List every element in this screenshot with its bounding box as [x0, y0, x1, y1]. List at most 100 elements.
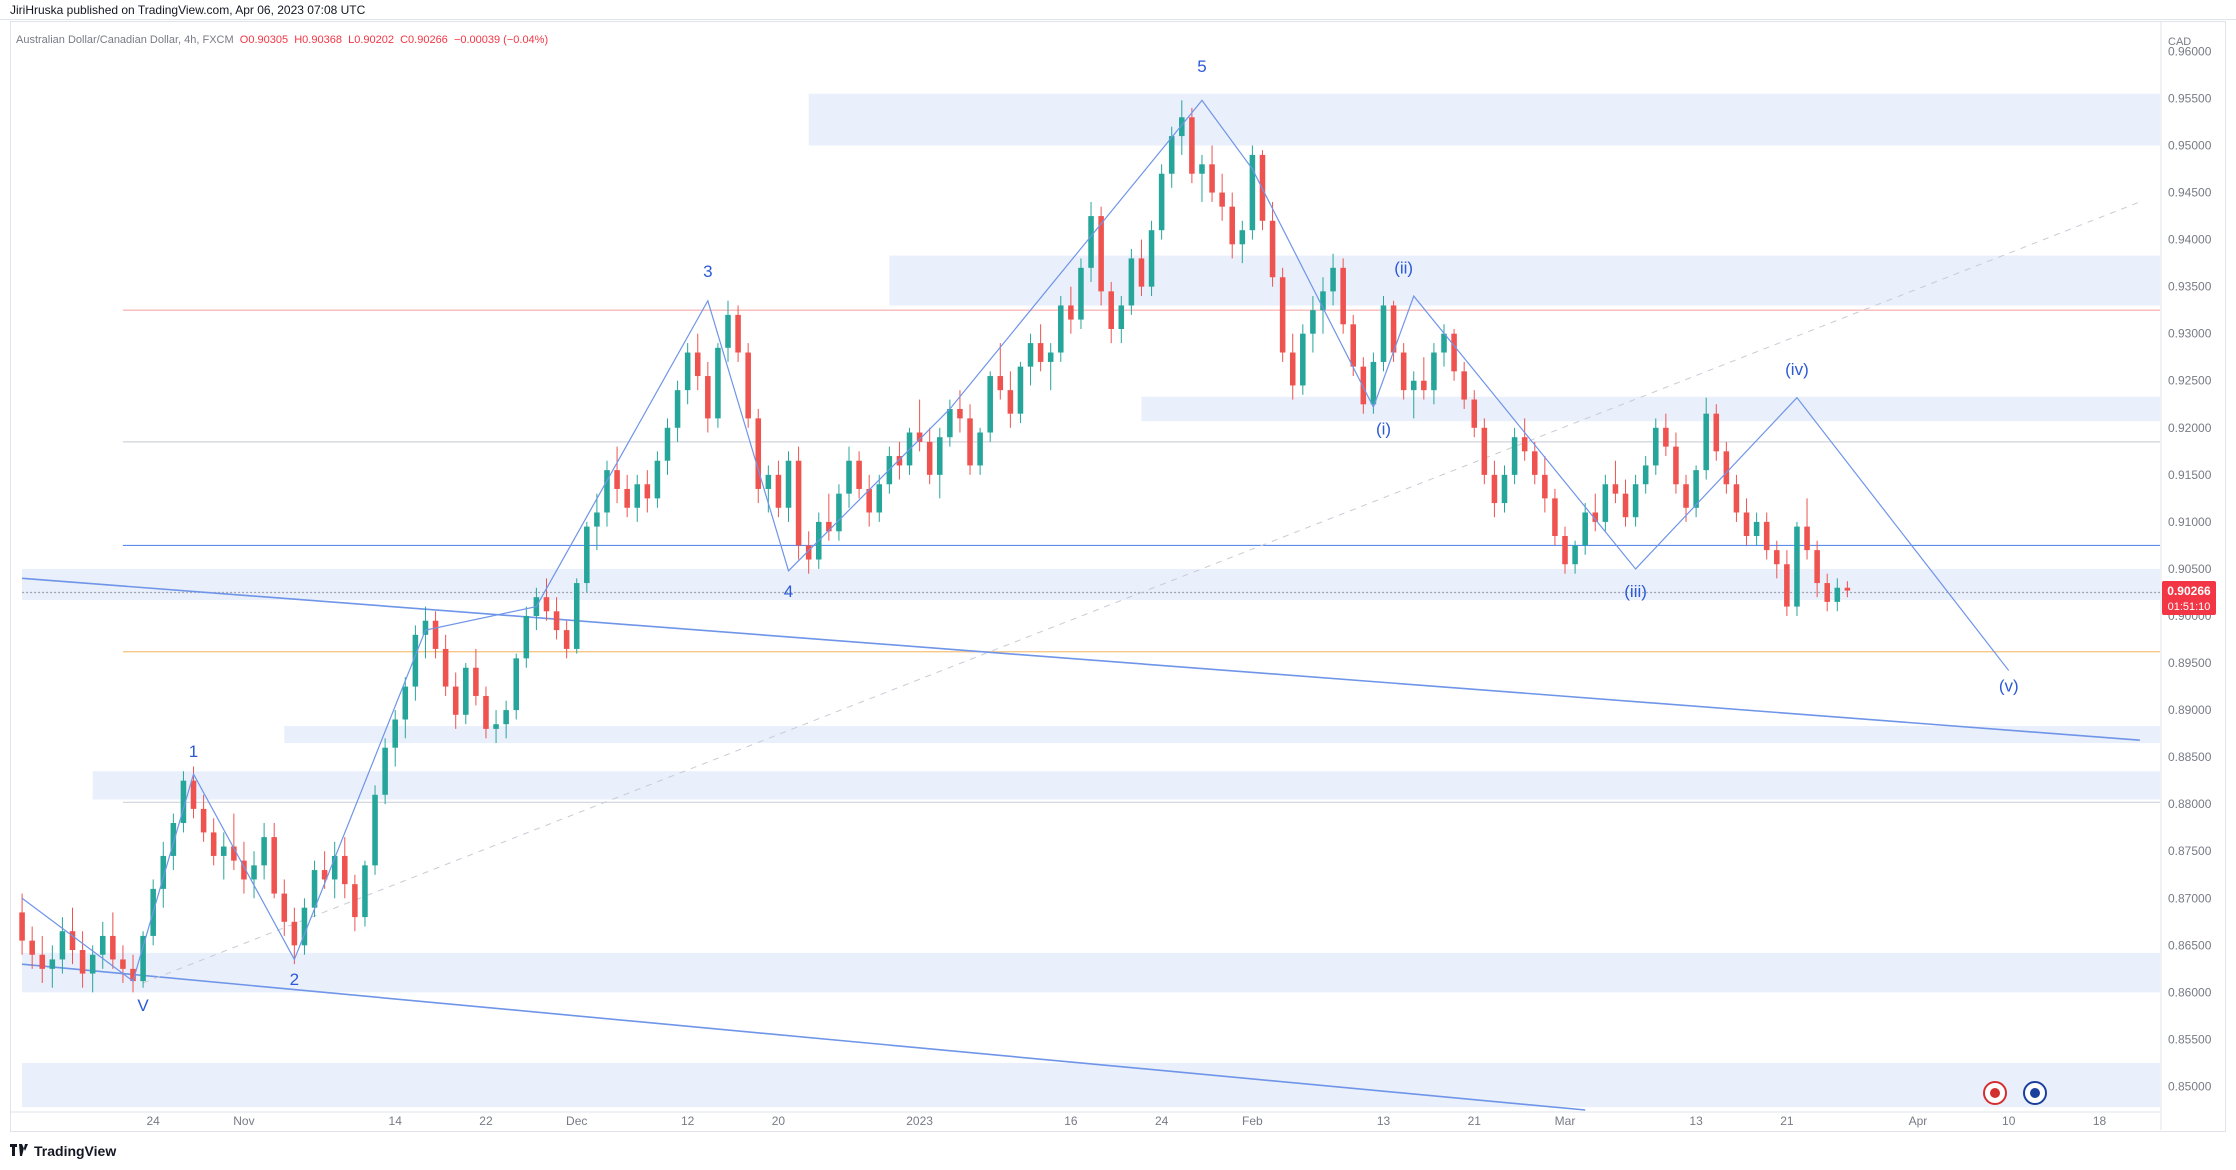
candle-body	[553, 611, 560, 631]
candle-body	[634, 484, 641, 508]
candle	[543, 578, 550, 621]
candle	[372, 785, 378, 875]
candle	[1481, 418, 1488, 485]
time-tick-label: Nov	[233, 1114, 254, 1128]
candle	[513, 653, 519, 720]
candle-body	[1068, 305, 1074, 320]
candle	[301, 898, 308, 955]
candle-body	[1552, 498, 1558, 537]
candle	[221, 832, 227, 880]
candle	[1804, 498, 1810, 560]
candle	[1289, 333, 1296, 400]
candle	[79, 931, 86, 988]
candle-body	[1562, 536, 1568, 565]
candle-body	[735, 314, 741, 353]
wave-polyline	[21, 99, 2010, 983]
currency-label: CAD	[2168, 36, 2191, 48]
brand-label[interactable]: TradingView	[34, 1143, 117, 1159]
time-tick-label: Feb	[1242, 1114, 1263, 1128]
candle	[664, 418, 671, 475]
candle	[1078, 258, 1084, 329]
candle-body	[573, 583, 580, 649]
candle-body	[987, 376, 993, 433]
wave-label: V	[137, 996, 149, 1015]
candle-body	[1158, 173, 1165, 231]
candle-body	[644, 484, 651, 499]
candle	[715, 343, 721, 428]
candle	[1461, 361, 1467, 409]
price-tick-label: 0.87500	[2168, 844, 2212, 858]
candle	[1673, 432, 1679, 494]
flag-dot-icon	[2030, 1088, 2040, 1098]
candle	[1431, 343, 1437, 405]
candle	[1148, 220, 1155, 297]
candle	[1421, 357, 1427, 400]
candle	[1562, 526, 1568, 574]
candle	[1128, 249, 1135, 315]
candle-body	[382, 747, 388, 795]
candle	[1622, 479, 1629, 527]
price-tick-label: 0.89000	[2168, 703, 2212, 717]
candle	[483, 686, 489, 739]
candle	[1249, 145, 1256, 240]
candle-body	[221, 846, 227, 856]
candle	[725, 300, 731, 362]
price-tick-label: 0.88000	[2168, 797, 2212, 811]
time-tick-label: 10	[2002, 1114, 2016, 1128]
candle-body	[1007, 390, 1014, 414]
candle	[926, 427, 933, 485]
candle	[1723, 441, 1730, 494]
candle-body	[1421, 380, 1427, 391]
candle-body	[1138, 258, 1145, 287]
candle	[1047, 343, 1054, 391]
last-price-value: 0.90266	[2167, 584, 2211, 598]
candle	[352, 874, 358, 932]
candle-body	[29, 940, 35, 955]
candle-body	[997, 376, 1004, 391]
candle	[19, 893, 25, 955]
candle	[140, 931, 146, 988]
candle	[1491, 460, 1498, 518]
symbol-name: Australian Dollar/Canadian Dollar, 4h, F…	[16, 34, 234, 46]
wave-label: 4	[784, 582, 793, 601]
time-tick-label: 2023	[906, 1114, 933, 1128]
candle	[775, 460, 782, 518]
candle-body	[493, 724, 499, 729]
candle-body	[1814, 550, 1820, 584]
candle-body	[1471, 399, 1478, 428]
wave-label: (i)	[1376, 419, 1391, 438]
last-price-badge	[2162, 580, 2216, 615]
candle	[1693, 465, 1699, 518]
candle	[937, 427, 943, 499]
candle-body	[543, 597, 550, 612]
candle	[39, 935, 46, 983]
candle-body	[1168, 136, 1175, 174]
candle-body	[49, 959, 56, 969]
tradingview-logo-icon[interactable]	[10, 1143, 28, 1159]
candle-body	[261, 837, 267, 866]
candle-body	[1693, 470, 1699, 508]
wave-path	[21, 99, 2010, 983]
candle-body	[89, 954, 96, 974]
candle-body	[452, 686, 459, 715]
candle-body	[1310, 310, 1316, 334]
time-tick-label: Mar	[1555, 1114, 1576, 1128]
wave-label: (iii)	[1624, 582, 1647, 601]
price-tick-label: 0.91000	[2168, 515, 2212, 529]
candle	[1118, 296, 1125, 344]
candle-body	[896, 456, 903, 466]
candle	[1189, 107, 1195, 184]
price-tick-label: 0.92000	[2168, 421, 2212, 435]
publisher-header: JiriHruska published on TradingView.com,…	[0, 0, 2236, 20]
candle	[1602, 474, 1609, 532]
candle	[281, 879, 288, 936]
price-tick-label: 0.93000	[2168, 327, 2212, 341]
ohlc-change: −0.00039 (−0.04%)	[453, 34, 549, 46]
time-tick-label: 18	[2093, 1114, 2107, 1128]
candle-body	[1602, 484, 1609, 522]
candle-body	[160, 855, 167, 889]
candle-body	[1794, 526, 1800, 607]
wave-label: (iv)	[1785, 360, 1809, 379]
candle-body	[352, 884, 358, 918]
